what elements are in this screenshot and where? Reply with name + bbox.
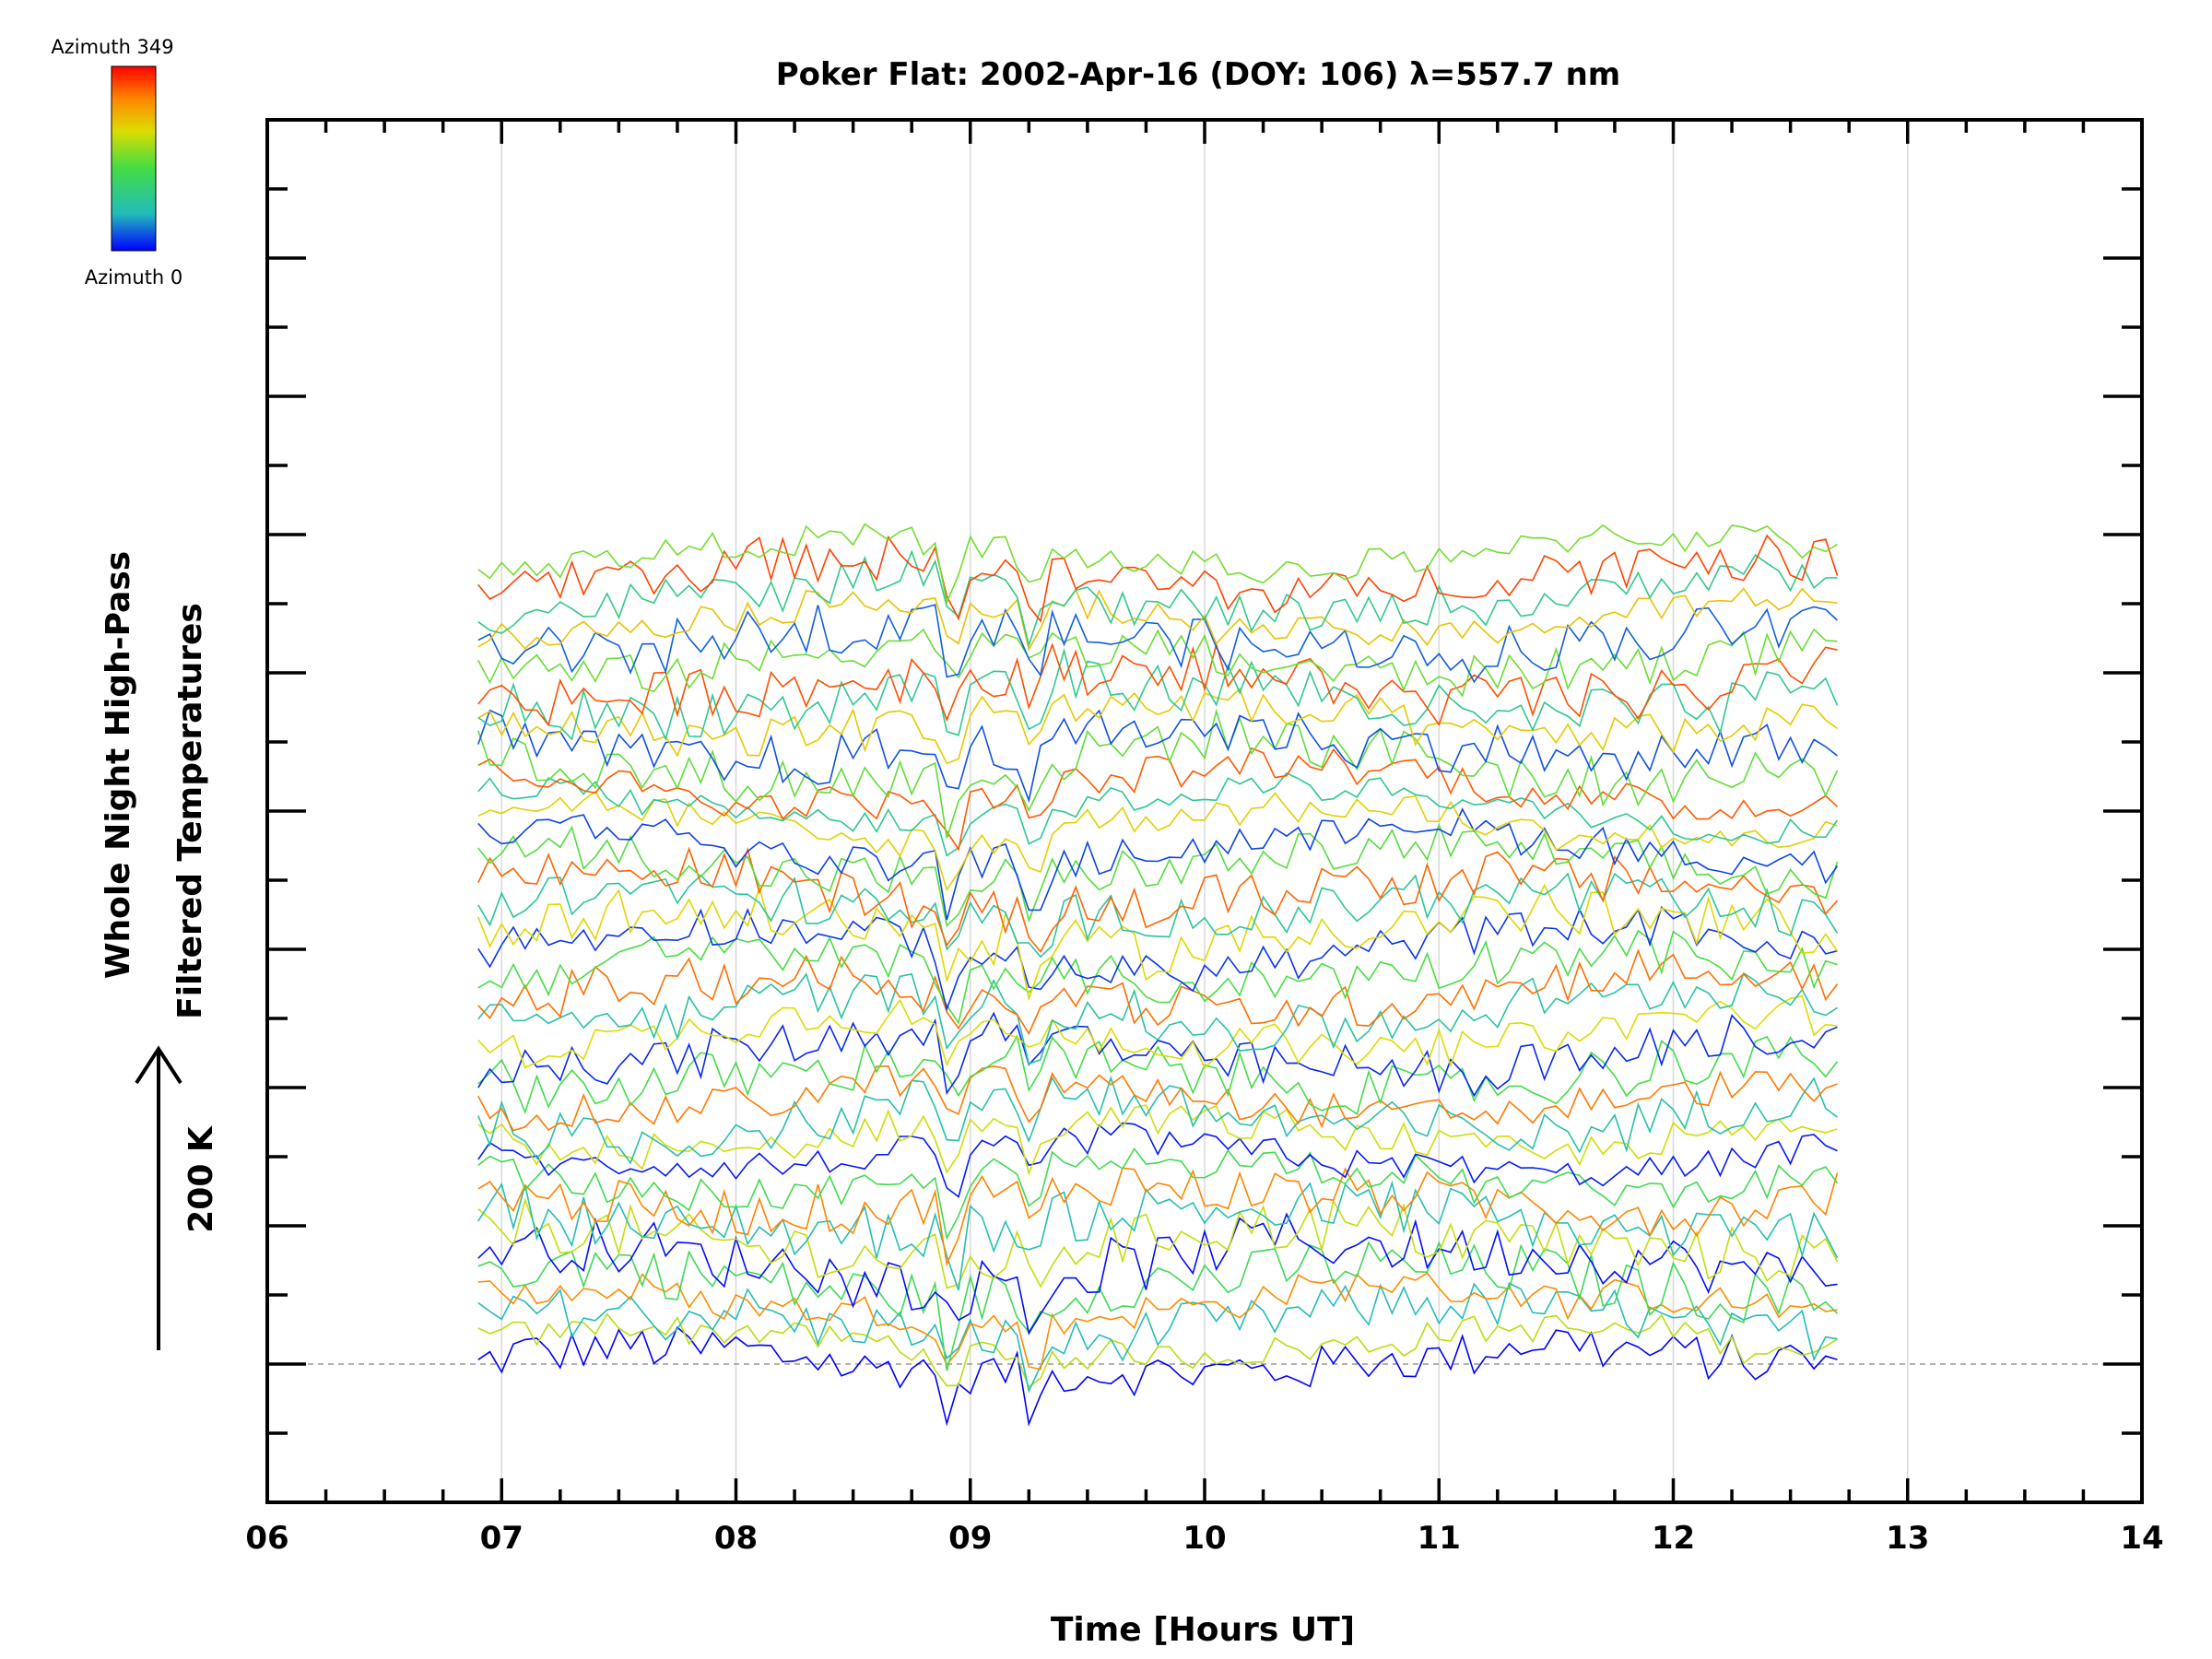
azimuth-series-line xyxy=(477,587,1838,652)
azimuth-series-line xyxy=(477,1034,1839,1115)
azimuth-series-line xyxy=(477,1212,1838,1335)
azimuth-colorbar: Azimuth 349 Azimuth 0 xyxy=(51,36,182,288)
x-tick-label: 07 xyxy=(480,1520,524,1557)
azimuth-series-line xyxy=(477,604,1839,684)
colorbar-bottom-label: Azimuth 0 xyxy=(85,266,183,288)
azimuth-series-line xyxy=(477,1312,1838,1388)
azimuth-series-line xyxy=(477,747,1839,852)
azimuth-series-line xyxy=(477,1272,1838,1371)
azimuth-series-line xyxy=(477,647,1839,741)
azimuth-series-line xyxy=(477,948,1839,1036)
azimuth-series-line xyxy=(477,708,1839,839)
azimuth-series-line xyxy=(477,1282,1838,1394)
azimuth-series-line xyxy=(477,1197,1839,1289)
x-tick-label: 06 xyxy=(245,1520,288,1557)
azimuth-series-line xyxy=(477,790,1838,892)
azimuth-series-line xyxy=(477,771,1839,857)
x-tick-label: 12 xyxy=(1652,1520,1695,1557)
x-tick-label: 14 xyxy=(2120,1520,2163,1557)
x-tick-label: 11 xyxy=(1418,1520,1461,1557)
azimuth-series-line xyxy=(477,1104,1838,1176)
azimuth-series-line xyxy=(477,1180,1839,1291)
azimuth-series-line xyxy=(477,905,1838,1012)
azimuth-series-line xyxy=(477,994,1838,1069)
azimuth-series-line xyxy=(477,1167,1839,1267)
azimuth-series-line xyxy=(477,822,1839,928)
colorbar-swatch xyxy=(111,65,157,252)
x-tick-label: 10 xyxy=(1182,1520,1226,1557)
colorbar-top-label: Azimuth 349 xyxy=(51,36,173,58)
azimuth-series-line xyxy=(477,1147,1839,1241)
azimuth-series-line xyxy=(477,971,1838,1065)
azimuth-series-line xyxy=(477,523,1838,605)
azimuth-series-line xyxy=(477,1065,1838,1132)
azimuth-series-line xyxy=(477,872,1839,959)
x-tick-label: 13 xyxy=(1886,1520,1929,1557)
axis-ticks xyxy=(265,118,2144,1504)
azimuth-series-line xyxy=(477,1325,1838,1427)
x-axis-label: Time [Hours UT] xyxy=(1051,1611,1355,1649)
x-tick-label: 08 xyxy=(714,1520,758,1557)
x-gridlines xyxy=(500,120,1909,1502)
x-tick-labels: 06 07 08 09 10 11 12 13 14 xyxy=(245,1520,2163,1557)
azimuth-series-line xyxy=(477,929,1838,1025)
azimuth-series-line xyxy=(477,807,1839,921)
azimuth-series-line xyxy=(477,1241,1839,1371)
azimuth-series-line xyxy=(477,628,1838,698)
x-tick-label: 09 xyxy=(948,1520,992,1557)
y-axis-label-line1: Whole Night High-Pass xyxy=(100,551,137,979)
azimuth-series-group xyxy=(477,523,1839,1427)
chart-title: Poker Flat: 2002-Apr-16 (DOY: 106) λ=557… xyxy=(776,56,1621,93)
azimuth-series-line xyxy=(477,709,1838,804)
azimuth-series-line xyxy=(477,687,1838,765)
y-axis-label-line2: Filtered Temperatures xyxy=(171,603,209,1019)
azimuth-series-line xyxy=(477,549,1838,648)
azimuth-series-line xyxy=(477,883,1839,1002)
azimuth-series-line xyxy=(477,846,1839,954)
azimuth-series-line xyxy=(477,1075,1838,1165)
scale-label: 200 K xyxy=(182,1125,220,1233)
azimuth-series-line xyxy=(477,534,1839,623)
azimuth-series-line xyxy=(477,1122,1838,1198)
scale-arrow xyxy=(135,1045,182,1350)
azimuth-series-line xyxy=(477,641,1838,727)
